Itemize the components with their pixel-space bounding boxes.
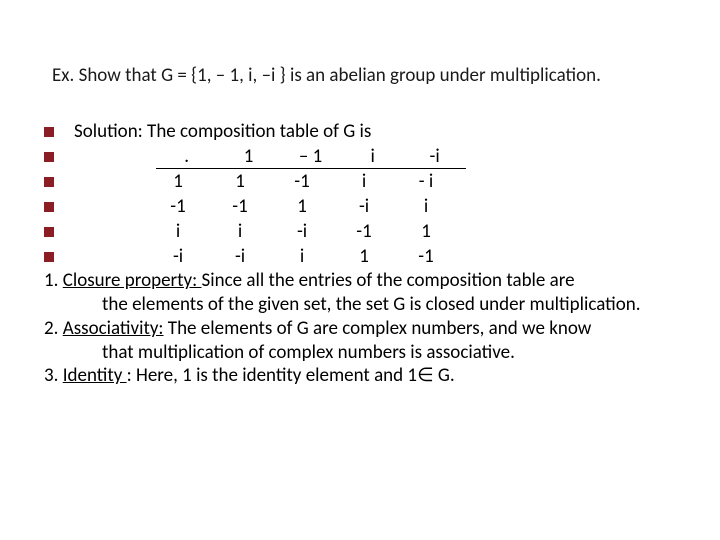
identity-line: 3. Identity : Here, 1 is the identity el… xyxy=(44,364,682,388)
slide: Ex. Show that G = {1, – 1, i, –i } is an… xyxy=(0,0,720,540)
bullet-line-row-4: -i -i i 1 -1 xyxy=(44,245,692,269)
associativity-line1: 2. Associativity: The elements of G are … xyxy=(44,317,682,341)
p3-num: 3. xyxy=(44,364,63,387)
table-cell: i xyxy=(271,245,333,269)
row-label: 1 xyxy=(147,170,209,194)
table-row: 1 1 -1 i - i xyxy=(147,170,457,194)
square-bullet-icon xyxy=(44,227,54,237)
pad xyxy=(74,145,156,169)
table-cell: i xyxy=(209,220,271,244)
composition-row: -i -i i 1 -1 xyxy=(147,245,457,269)
square-bullet-icon xyxy=(44,202,54,212)
table-cell: -1 xyxy=(209,195,271,219)
table-cell: -i xyxy=(271,220,333,244)
table-cell: -1 xyxy=(395,245,457,269)
composition-row: i i -i -1 1 xyxy=(147,220,457,244)
closure-property-line2: the elements of the given set, the set G… xyxy=(102,293,682,317)
identity-label: Identity xyxy=(63,364,127,387)
row-label: -i xyxy=(147,245,209,269)
row-label: -1 xyxy=(147,195,209,219)
table-cell: - i xyxy=(395,170,457,194)
square-bullet-icon xyxy=(44,152,54,162)
closure-property-label: Closure property: xyxy=(63,269,202,292)
table-cell: 1 xyxy=(333,245,395,269)
table-cell: -1 xyxy=(271,170,333,194)
composition-row: -1 -1 1 -i i xyxy=(147,195,457,219)
table-cell: i xyxy=(333,170,395,194)
table-row: i i -i -1 1 xyxy=(147,220,457,244)
composition-row: 1 1 -1 i - i xyxy=(147,170,457,194)
hdr-cell: i xyxy=(342,145,404,169)
pad xyxy=(74,170,147,194)
slide-title: Ex. Show that G = {1, – 1, i, –i } is an… xyxy=(52,64,692,88)
p2-num: 2. xyxy=(44,317,63,340)
hdr-cell: 1 xyxy=(218,145,280,169)
p1-num: 1. xyxy=(44,269,63,292)
p1-tail: Since all the entries of the composition… xyxy=(202,269,575,292)
square-bullet-icon xyxy=(44,177,54,187)
table-cell: -i xyxy=(333,195,395,219)
p3-tail: G. xyxy=(434,364,455,387)
table-cell: i xyxy=(395,195,457,219)
table-row: -i -i i 1 -1 xyxy=(147,245,457,269)
pad xyxy=(74,245,147,269)
bullet-line-row-1: 1 1 -1 i - i xyxy=(44,170,692,194)
pad xyxy=(74,195,147,219)
hdr-cell: – 1 xyxy=(280,145,342,169)
table-cell: -1 xyxy=(333,220,395,244)
bullet-line-table-header: . 1 – 1 i -i xyxy=(44,145,692,170)
table-cell: 1 xyxy=(271,195,333,219)
table-cell: -i xyxy=(209,245,271,269)
bullet-line-row-2: -1 -1 1 -i i xyxy=(44,195,692,219)
table-header-row: . 1 – 1 i -i xyxy=(156,145,466,169)
pad xyxy=(74,220,147,244)
composition-table: . 1 – 1 i -i xyxy=(156,145,466,170)
associativity-line2: that multiplication of complex numbers i… xyxy=(102,341,682,365)
slide-body: Solution: The composition table of G is … xyxy=(44,120,692,388)
bullet-line-solution: Solution: The composition table of G is xyxy=(44,120,692,144)
p3-mid: : Here, 1 is the identity element and 1 xyxy=(127,364,417,387)
table-cell: 1 xyxy=(395,220,457,244)
row-label: i xyxy=(147,220,209,244)
associativity-label: Associativity: xyxy=(63,317,164,340)
solution-intro-text: Solution: The composition table of G is xyxy=(74,120,371,144)
element-of-icon: ∈ xyxy=(417,364,434,387)
closure-property-line1: 1. Closure property: Since all the entri… xyxy=(44,269,682,293)
square-bullet-icon xyxy=(44,252,54,262)
square-bullet-icon xyxy=(44,127,54,137)
table-row: -1 -1 1 -i i xyxy=(147,195,457,219)
op-cell: . xyxy=(156,145,218,169)
p2-tail: The elements of G are complex numbers, a… xyxy=(164,317,592,340)
table-cell: 1 xyxy=(209,170,271,194)
hdr-cell: -i xyxy=(404,145,466,169)
bullet-line-row-3: i i -i -1 1 xyxy=(44,220,692,244)
